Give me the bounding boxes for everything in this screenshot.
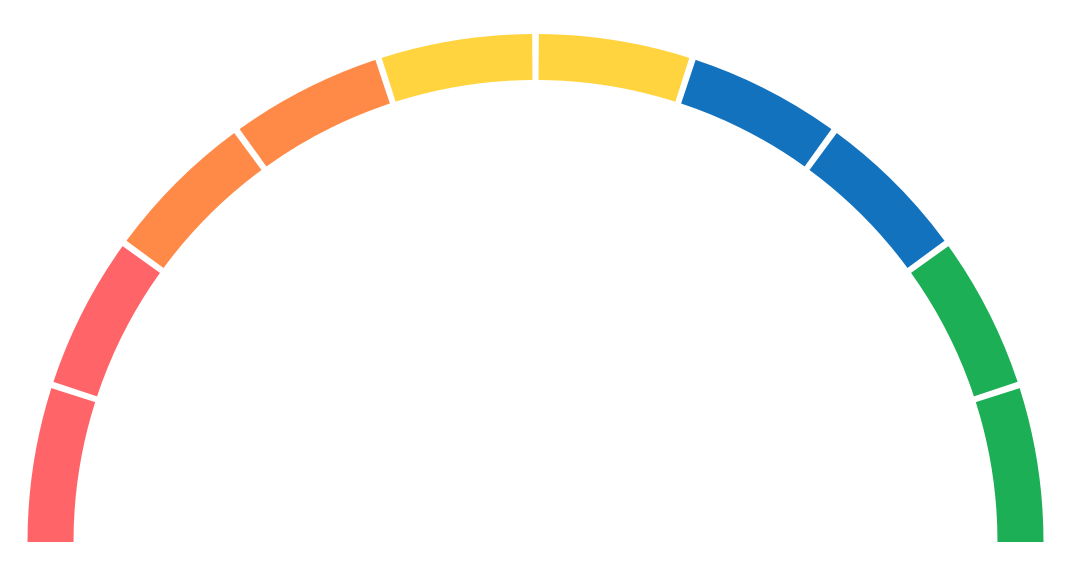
gauge-segment-9 xyxy=(911,246,1018,397)
gauge-segment-1 xyxy=(27,388,96,542)
gauge-segment-2 xyxy=(53,246,160,397)
gauge-segment-3 xyxy=(126,132,262,269)
gauge-segment-7 xyxy=(681,59,832,167)
gauge-segment-8 xyxy=(809,132,945,269)
gauge-segment-4 xyxy=(239,59,390,167)
gauge-segment-5 xyxy=(381,34,533,102)
gauge-segment-6 xyxy=(538,34,690,102)
gauge-segments xyxy=(27,34,1044,542)
gauge-segment-10 xyxy=(975,388,1044,542)
